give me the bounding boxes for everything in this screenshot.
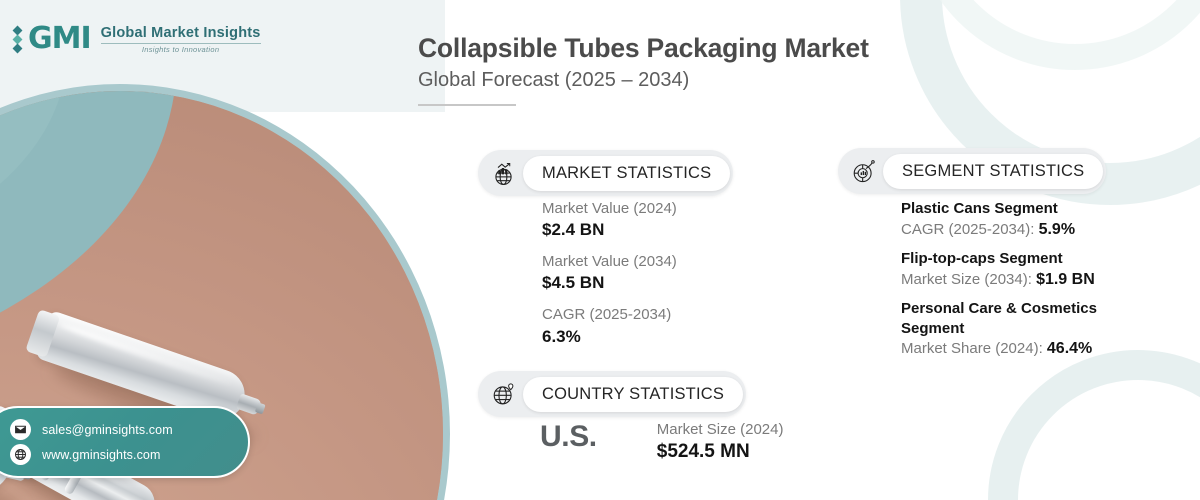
contact-website-text: www.gminsights.com <box>42 447 161 462</box>
list-item: Personal Care & Cosmetics Segment Market… <box>901 299 1161 360</box>
badge-country-statistics: COUNTRY STATISTICS <box>478 371 747 417</box>
segment-metric-value: 46.4% <box>1046 340 1093 358</box>
logo-tagline: Insights to Innovation <box>141 44 220 54</box>
contact-bar: sales@gminsights.com www.gminsights.com <box>0 406 250 478</box>
segment-metric: Market Share (2024): 46.4% <box>901 338 1161 360</box>
product-photo-panel: sales@gminsights.com www.gminsights.com <box>0 0 470 500</box>
gmi-logo[interactable]: GMI Global Market Insights Insights to I… <box>12 21 261 56</box>
segment-metric-label: Market Size (2034): <box>901 270 1032 288</box>
stat-value: 6.3% <box>542 326 581 346</box>
list-item: Market Value (2034) $4.5 BN <box>542 252 677 295</box>
country-stat-label: Market Size (2024) <box>656 421 784 438</box>
envelope-icon <box>10 419 31 440</box>
page-subtitle: Global Forecast (2025 – 2034) <box>418 69 690 92</box>
segment-metric-label: CAGR (2025-2034): <box>901 220 1035 238</box>
segment-metric: CAGR (2025-2034): 5.9% <box>901 219 1161 241</box>
globe-icon <box>10 444 31 465</box>
globe-bar-chart-icon <box>483 153 523 193</box>
segment-metric-label: Market Share (2024): <box>901 340 1043 358</box>
logo-mark-text: GMI <box>28 21 92 56</box>
list-item: CAGR (2025-2034) 6.3% <box>542 305 677 348</box>
bottom-right-arc <box>988 350 1200 500</box>
badge-segment-label: SEGMENT STATISTICS <box>883 153 1104 189</box>
contact-email-text: sales@gminsights.com <box>42 422 173 437</box>
logo-divider <box>100 42 261 44</box>
country-stat-value: $524.5 MN <box>656 441 750 463</box>
badge-market-label: MARKET STATISTICS <box>523 155 731 191</box>
segment-metric-value: 5.9% <box>1038 220 1076 238</box>
market-statistics-list: Market Value (2024) $2.4 BN Market Value… <box>542 199 677 359</box>
country-statistics-block: U.S. Market Size (2024) $524.5 MN <box>540 420 783 465</box>
list-item: Flip-top-caps Segment Market Size (2034)… <box>901 249 1161 290</box>
segment-name: Personal Care & Cosmetics Segment <box>901 300 1097 337</box>
contact-email-row[interactable]: sales@gminsights.com <box>10 419 248 440</box>
country-name: U.S. <box>540 420 597 453</box>
logo-company-name: Global Market Insights <box>100 24 261 41</box>
donut-chart-arrow-icon <box>843 151 883 191</box>
stat-label: Market Value (2034) <box>542 253 677 271</box>
stat-label: Market Value (2024) <box>542 200 677 217</box>
segment-statistics-list: Plastic Cans Segment CAGR (2025-2034): 5… <box>901 199 1161 369</box>
list-item: Plastic Cans Segment CAGR (2025-2034): 5… <box>901 199 1161 240</box>
stat-value: $4.5 BN <box>542 273 605 293</box>
header: Collapsible Tubes Packaging Market Globa… <box>418 33 869 107</box>
stat-value: $2.4 BN <box>542 220 605 240</box>
segment-metric-value: $1.9 BN <box>1036 270 1095 288</box>
segment-name: Flip-top-caps Segment <box>901 250 1063 268</box>
contact-website-row[interactable]: www.gminsights.com <box>10 444 248 465</box>
page-title: Collapsible Tubes Packaging Market <box>418 33 869 63</box>
badge-market-statistics: MARKET STATISTICS <box>478 150 734 196</box>
badge-segment-statistics: SEGMENT STATISTICS <box>838 148 1107 194</box>
list-item: Market Value (2024) $2.4 BN <box>542 199 677 242</box>
segment-metric: Market Size (2034): $1.9 BN <box>901 269 1161 291</box>
stat-label: CAGR (2025-2034) <box>542 306 672 324</box>
header-divider <box>418 104 516 107</box>
segment-name: Plastic Cans Segment <box>901 200 1058 217</box>
globe-pin-icon <box>483 374 523 414</box>
logo-diamond-icon <box>12 25 23 53</box>
badge-country-label: COUNTRY STATISTICS <box>523 376 744 412</box>
